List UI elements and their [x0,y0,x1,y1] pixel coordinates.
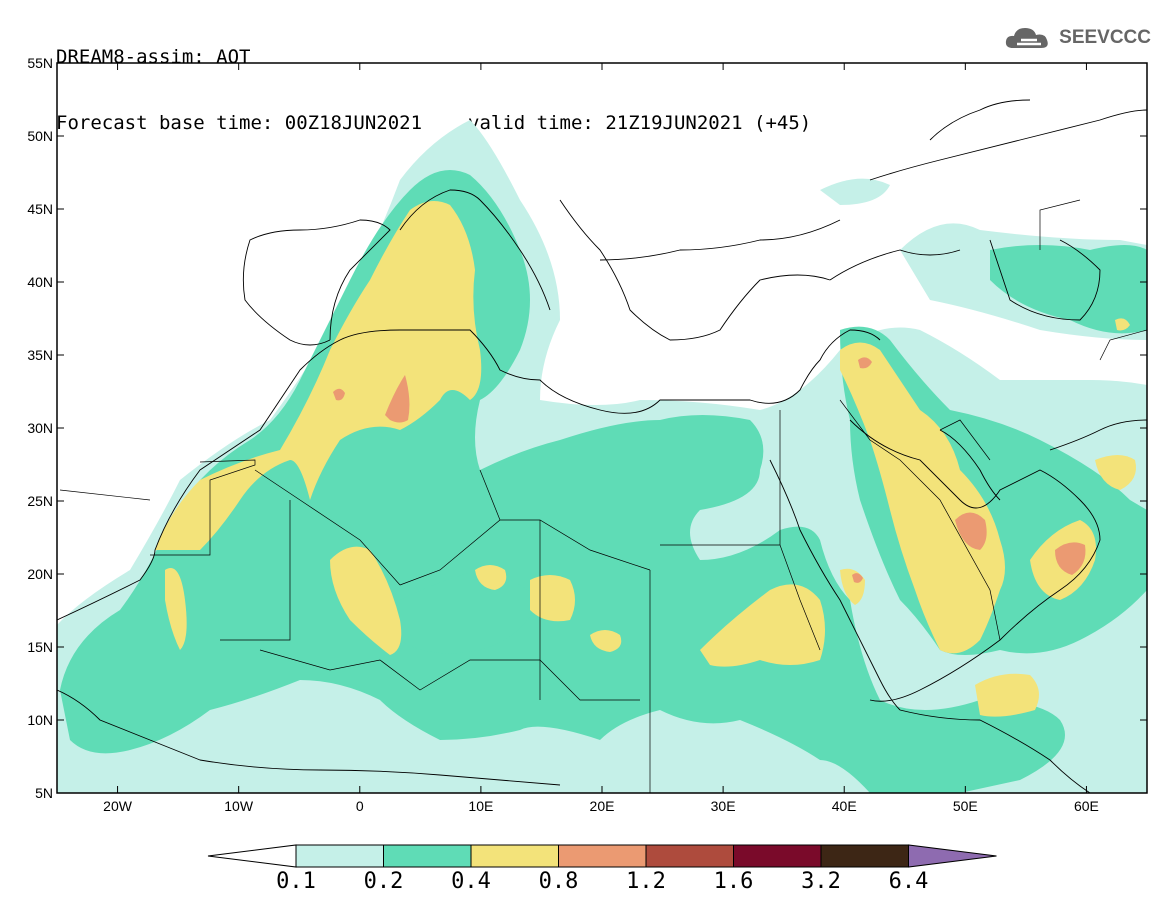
lat-tick-label: 30N [27,420,53,436]
lon-tick-label: 10E [468,798,493,814]
colorbar-swatch [645,844,734,868]
lat-tick-label: 55N [27,55,53,71]
colorbar-label: 0.2 [364,869,404,894]
colorbar-label: 1.2 [626,869,666,894]
lon-tick-label: 20E [590,798,615,814]
lat-tick-label: 5N [35,785,53,801]
country-borders [59,199,1147,793]
lat-tick-label: 45N [27,201,53,217]
colorbar-label: 0.8 [539,869,579,894]
lon-tick-label: 0 [356,798,364,814]
aot-level-0-8 [333,357,1086,583]
lat-tick-label: 15N [27,639,53,655]
lon-tick-label: 60E [1074,798,1099,814]
valid-time: valid time: 21Z19JUN2021 (+45) [468,112,812,134]
colorbar-swatch [295,844,384,868]
lat-tick-label: 40N [27,274,53,290]
lon-axis: 20W 10W 0 10E 20E 30E 40E 50E 60E [103,63,1099,814]
colorbar-label: 3.2 [801,869,841,894]
lat-tick-label: 50N [27,128,53,144]
lon-tick-label: 20W [103,798,133,814]
colorbar-swatch [558,844,647,868]
base-time: Forecast base time: 00Z18JUN2021 [56,112,423,134]
lat-tick-label: 35N [27,347,53,363]
colorbar-over-triangle [908,844,997,868]
colorbar-swatch [733,844,822,868]
cloud-icon [1006,28,1048,48]
aot-fields [57,99,1147,793]
lat-tick-label: 20N [27,566,53,582]
seevccc-logo: SEEVCCC [1003,24,1151,52]
logo-text: SEEVCCC [1059,27,1151,48]
lat-tick-label: 25N [27,493,53,509]
lat-axis: 55N 50N 45N 40N 35N 30N 25N 20N 15N 10N 5N [27,55,1147,801]
colorbar-label: 0.4 [451,869,491,894]
colorbar-label: 0.1 [276,869,316,894]
lon-tick-label: 40E [832,798,857,814]
coastlines [57,99,1147,793]
lon-tick-label: 30E [711,798,736,814]
colorbar-label: 6.4 [889,869,929,894]
lon-tick-label: 50E [953,798,978,814]
colorbar-label: 1.6 [714,869,754,894]
colorbar-swatch [383,844,472,868]
colorbar-under-triangle [207,844,297,868]
lat-tick-label: 10N [27,712,53,728]
map-header: DREAM8-assim: AOT Forecast base time: 00… [56,2,811,156]
colorbar-swatch [470,844,559,868]
lon-tick-label: 10W [224,798,254,814]
colorbar-swatch [820,844,909,868]
